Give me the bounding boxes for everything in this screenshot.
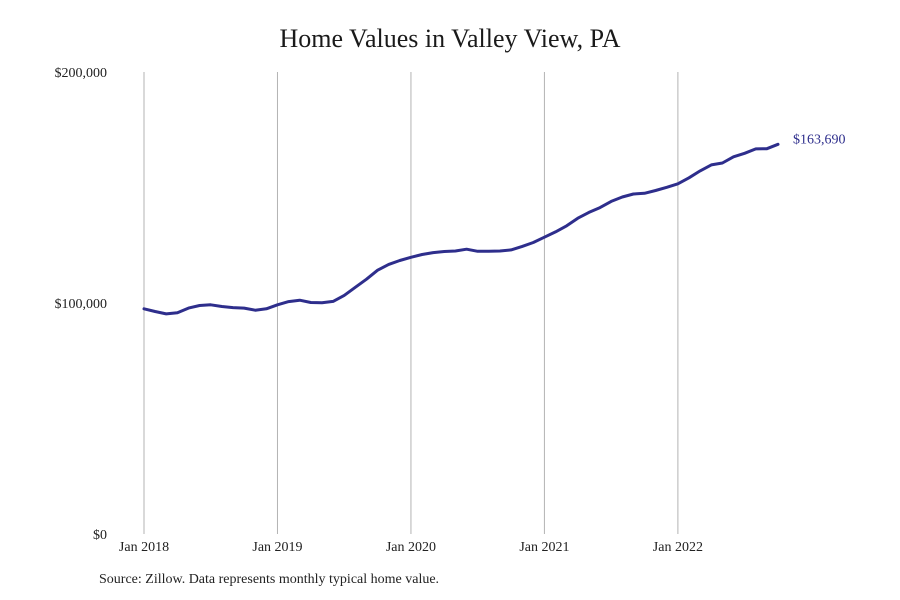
chart-title: Home Values in Valley View, PA [279,24,621,53]
x-tick-label: Jan 2022 [653,540,703,555]
source-note: Source: Zillow. Data represents monthly … [99,572,440,587]
y-tick-label: $0 [93,528,107,543]
y-tick-label: $200,000 [55,66,108,81]
end-value-label: $163,690 [793,132,846,147]
y-tick-label: $100,000 [55,297,108,312]
series-line [142,142,780,316]
x-tick-label: Jan 2019 [252,540,302,555]
x-tick-label: Jan 2020 [386,540,436,555]
x-tick-label: Jan 2018 [119,540,169,555]
x-tick-label: Jan 2021 [519,540,569,555]
